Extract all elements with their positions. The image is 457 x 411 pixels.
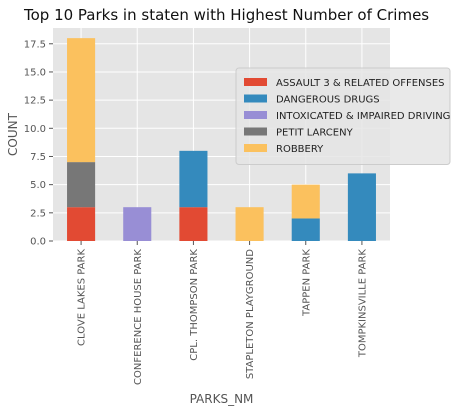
bar-segment (123, 207, 152, 241)
legend-label: ASSAULT 3 & RELATED OFFENSES (276, 78, 445, 89)
chart-title: Top 10 Parks in staten with Highest Numb… (23, 6, 429, 24)
legend-swatch (244, 144, 267, 152)
x-axis-ticks: CLOVE LAKES PARK CONFERENCE HOUSE PARK CPL… (77, 241, 368, 385)
legend-swatch (244, 78, 267, 86)
legend-label: INTOXICATED & IMPAIRED DRIVING (276, 111, 450, 122)
bar-segment (291, 218, 320, 241)
bar-segment (179, 207, 208, 241)
legend-swatch (244, 94, 267, 103)
bar-segment (67, 162, 96, 208)
x-tick-label: CPL. THOMPSON PARK (189, 249, 200, 361)
bar-segment (291, 184, 320, 219)
legend-label: PETIT LARCENY (276, 128, 354, 139)
y-tick-label: 5.0 (30, 180, 46, 191)
y-tick-label: 12.5 (24, 96, 46, 107)
legend-label: DANGEROUS DRUGS (276, 95, 380, 106)
legend: ASSAULT 3 & RELATED OFFENSES DANGEROUS DR… (235, 67, 451, 165)
bars (67, 38, 376, 241)
x-tick-label: CONFERENCE HOUSE PARK (133, 249, 144, 385)
legend-swatch (244, 111, 267, 119)
bar-segment (347, 173, 376, 241)
y-tick-label: 15.0 (24, 67, 46, 78)
y-axis-label: COUNT (6, 112, 20, 156)
y-tick-label: 2.5 (30, 208, 46, 219)
x-tick-label: TOMPKINSVILLE PARK (357, 249, 368, 359)
bar-segment (235, 207, 264, 241)
x-tick-label: CLOVE LAKES PARK (77, 249, 88, 346)
bar-segment (179, 150, 208, 208)
x-tick-label: TAPPEN PARK (301, 249, 312, 317)
legend-frame (235, 67, 451, 165)
x-axis-label: PARKS_NM (190, 392, 254, 406)
legend-label: ROBBERY (276, 144, 324, 155)
bar-segment (67, 207, 96, 241)
bar-segment (67, 38, 96, 163)
y-tick-label: 17.5 (24, 39, 46, 50)
y-tick-label: 7.5 (30, 152, 46, 163)
y-tick-label: 10.0 (24, 124, 46, 135)
x-tick-label: STAPLETON PLAYGROUND (245, 249, 256, 379)
y-axis-ticks: 0.0 2.5 5.0 7.5 10.0 12.5 15.0 17.5 (24, 39, 53, 248)
y-tick-label: 0.0 (30, 237, 46, 248)
legend-swatch (244, 127, 267, 136)
